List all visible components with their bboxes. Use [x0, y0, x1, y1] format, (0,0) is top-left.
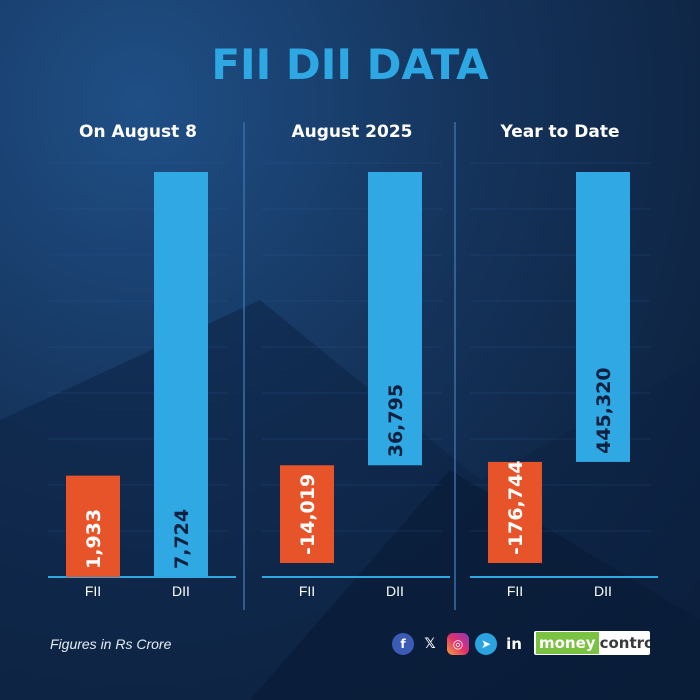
logo-part-control: control — [599, 634, 650, 652]
panel-title: Year to Date — [499, 122, 619, 142]
category-label: DII — [386, 583, 404, 599]
telegram-icon[interactable]: ➤ — [475, 633, 497, 655]
value-label: -14,019 — [297, 474, 319, 555]
bar-dii — [576, 172, 630, 462]
value-label: 445,320 — [593, 367, 615, 454]
bar-fii — [66, 475, 120, 577]
facebook-icon[interactable]: f — [392, 633, 414, 655]
linkedin-icon[interactable]: in — [506, 635, 522, 653]
value-label: 1,933 — [83, 509, 105, 569]
panel-title: On August 8 — [79, 122, 197, 142]
footer-note: Figures in Rs Crore — [50, 636, 172, 652]
bar-dii — [154, 172, 208, 577]
instagram-icon[interactable]: ◎ — [447, 633, 469, 655]
category-label: FII — [299, 583, 315, 599]
value-label: -176,744 — [505, 461, 527, 555]
moneycontrol-logo: moneycontrol — [534, 631, 650, 655]
bar-fii — [280, 465, 334, 563]
x-icon[interactable]: 𝕏 — [424, 636, 436, 652]
bar-dii — [368, 172, 422, 466]
chart-panel-3: Year to Date -176,744 FII 445,320 DII — [470, 122, 658, 599]
page-title: FII DII DATA — [211, 40, 489, 89]
category-label: FII — [507, 583, 523, 599]
logo-part-money: money — [536, 632, 599, 654]
category-label: FII — [85, 583, 101, 599]
category-label: DII — [594, 583, 612, 599]
panel-title: August 2025 — [291, 122, 412, 142]
chart-panel-2: August 2025 -14,019 FII 36,795 DII — [262, 122, 450, 599]
bar-fii — [488, 461, 542, 563]
value-label: 36,795 — [385, 384, 407, 457]
category-label: DII — [172, 583, 190, 599]
chart-panel-1: On August 8 1,933 FII 7,724 DII — [48, 122, 236, 599]
value-label: 7,724 — [171, 509, 193, 569]
